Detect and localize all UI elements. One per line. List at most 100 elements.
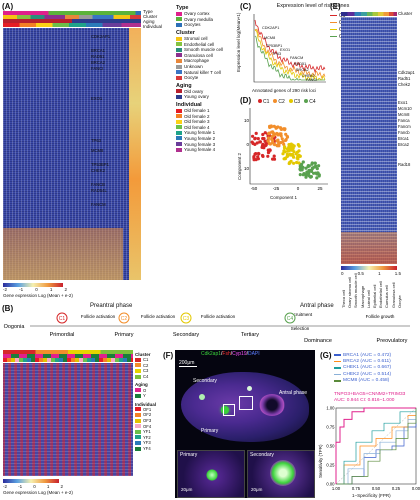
legend-item: C2 xyxy=(135,363,161,369)
legend-item: Young female 4 xyxy=(176,147,238,153)
transition-label: Follicle activation xyxy=(81,314,116,319)
legend-item: Young female 1 xyxy=(176,130,238,136)
legend-swatch xyxy=(273,99,278,103)
legend-label: C1 xyxy=(143,357,149,363)
scatter-point-C2 xyxy=(283,128,287,132)
legend-swatch xyxy=(135,429,141,434)
series-line-C3 xyxy=(254,29,326,81)
gene-annotation: CHEK2 xyxy=(302,74,315,78)
scatter-point-C1 xyxy=(255,141,259,145)
stage-label: Primary xyxy=(115,332,134,338)
scatter-point-C4 xyxy=(301,173,305,177)
legend-item: Young female 2 xyxy=(176,136,238,142)
scale-tick: 0 xyxy=(341,271,344,276)
legend-swatch xyxy=(330,21,337,24)
legend-swatch xyxy=(334,380,341,382)
legend-swatch xyxy=(176,42,182,47)
scatter-point-C2 xyxy=(266,139,270,143)
secondary-follicle xyxy=(270,460,296,486)
scatter-point-C3 xyxy=(292,161,296,165)
gene-label: Rad18 xyxy=(398,162,411,167)
gene-label: Fancа xyxy=(398,118,410,123)
cluster-label: Theca cell xyxy=(341,289,346,308)
individual-track xyxy=(3,23,141,27)
x-tick: 1.00 xyxy=(332,486,341,491)
scatter-point-C4 xyxy=(310,162,314,166)
legend-swatch xyxy=(135,374,141,379)
legend-label: OF4 xyxy=(143,423,152,429)
scatter-point-C1 xyxy=(267,149,271,154)
legend-label: Oocytes xyxy=(184,22,201,28)
panel-a-gene-labels: CDK2AP1 BRCA1 RAD51 BRCA2 FANCI EXO1 TP6… xyxy=(91,34,141,244)
panel-a-colorscale xyxy=(3,283,63,287)
legend-swatch xyxy=(330,14,337,17)
legend-label: OF3 xyxy=(143,418,152,424)
panel-a-track-labels: Type Cluster Aging Individual xyxy=(143,9,173,29)
scatter-point-C3 xyxy=(281,152,285,156)
inset-primary: Primary 20μm xyxy=(177,450,245,498)
combo-label: TNPO3+BAG5+CNNM2+TRIM33 xyxy=(334,392,406,397)
gene-label: Exo1 xyxy=(398,100,408,105)
scale-tick: -1 xyxy=(19,287,24,292)
legend-item: Macrophage xyxy=(176,58,238,64)
track-label: Aging xyxy=(143,19,155,24)
gene-annotation: MCM8 xyxy=(264,36,276,40)
y-tick: 0.25 xyxy=(326,463,335,468)
ovary-section xyxy=(181,372,309,442)
legend-label: Y xyxy=(143,393,146,399)
panel-e-cluster-track xyxy=(341,12,397,16)
gene-label: Mcm8 xyxy=(398,112,410,117)
scatter-point-C4 xyxy=(316,171,320,175)
legend-swatch xyxy=(176,125,182,130)
legend-item: Young ovary xyxy=(176,94,238,100)
panel-b-colorscale xyxy=(3,479,59,483)
scatter-point-C3 xyxy=(296,157,300,161)
legend-item: BRCA1 (AUC = 0.472) xyxy=(334,352,420,358)
panel-d-chart: -50 -25 0 25 -10 0 10 xyxy=(244,108,328,190)
scatter-point-C1 xyxy=(261,154,265,158)
legend-label: Old female 2 xyxy=(184,113,210,119)
scatter-point-C3 xyxy=(297,161,301,165)
legend-label: O xyxy=(143,387,147,393)
panel-e-heatmap xyxy=(341,17,397,264)
legend-swatch xyxy=(334,354,341,356)
legend-swatch xyxy=(176,53,182,58)
legend-swatch xyxy=(176,130,182,135)
y-tick: 0.00 xyxy=(326,482,335,487)
series-line-C4 xyxy=(254,35,325,81)
legend-swatch xyxy=(135,412,141,417)
legend-item: C2 xyxy=(273,99,285,105)
legend-item: O xyxy=(135,387,161,393)
y-tick: 0.75 xyxy=(326,425,335,430)
panel-c-annotations: CDK2AP1 MCM8 TP53BP1 EXO1 TP63 FANCM RAD51 BRCA… xyxy=(262,22,322,82)
legend-item: YF2 xyxy=(135,435,161,441)
stain-label: DAPI xyxy=(247,351,260,357)
gene-annotation: FANCI xyxy=(306,78,318,82)
legend-item: C4 xyxy=(304,99,316,105)
legend-item: OF2 xyxy=(135,412,161,418)
panel-c-label: (C) xyxy=(240,2,252,11)
stain-label: Cdk2ap1 xyxy=(201,351,222,357)
roc-curve xyxy=(335,407,416,484)
panel-e-gene-labels: Cdk2ap1 Rad51 Chek2 Exo1 Mcm10 Mcm8 Fancа Fancm… xyxy=(398,70,420,230)
legend-label: Natural killer T cell xyxy=(184,69,221,75)
panel-g-chart: 1.00 0.75 0.50 0.25 0.00 0.00 0.25 0.50 0.75 1.00 xyxy=(326,406,420,492)
legend-item: OF4 xyxy=(135,423,161,429)
scatter-point-C2 xyxy=(268,142,272,146)
cluster-label: Oocyte xyxy=(396,295,402,308)
scalebar xyxy=(179,366,197,367)
legend-label: YF2 xyxy=(143,434,151,440)
roc-curve xyxy=(336,408,417,485)
gene-label: MCM8 xyxy=(91,148,104,153)
panel-c-chart xyxy=(253,14,326,83)
legend-item: C1 xyxy=(258,99,269,105)
x-tick: 0.00 xyxy=(412,486,420,491)
label-antral: Antral phase xyxy=(279,390,308,396)
cluster-track xyxy=(3,15,141,19)
legend-label: CHEK1 (AUC = 0.667) xyxy=(343,365,392,371)
scatter-point-C4 xyxy=(310,167,314,171)
scatter-point-C2 xyxy=(267,136,271,140)
scatter-point-C4 xyxy=(304,166,308,170)
legend-label: C2 xyxy=(278,99,285,105)
scatter-point-C2 xyxy=(272,124,276,128)
